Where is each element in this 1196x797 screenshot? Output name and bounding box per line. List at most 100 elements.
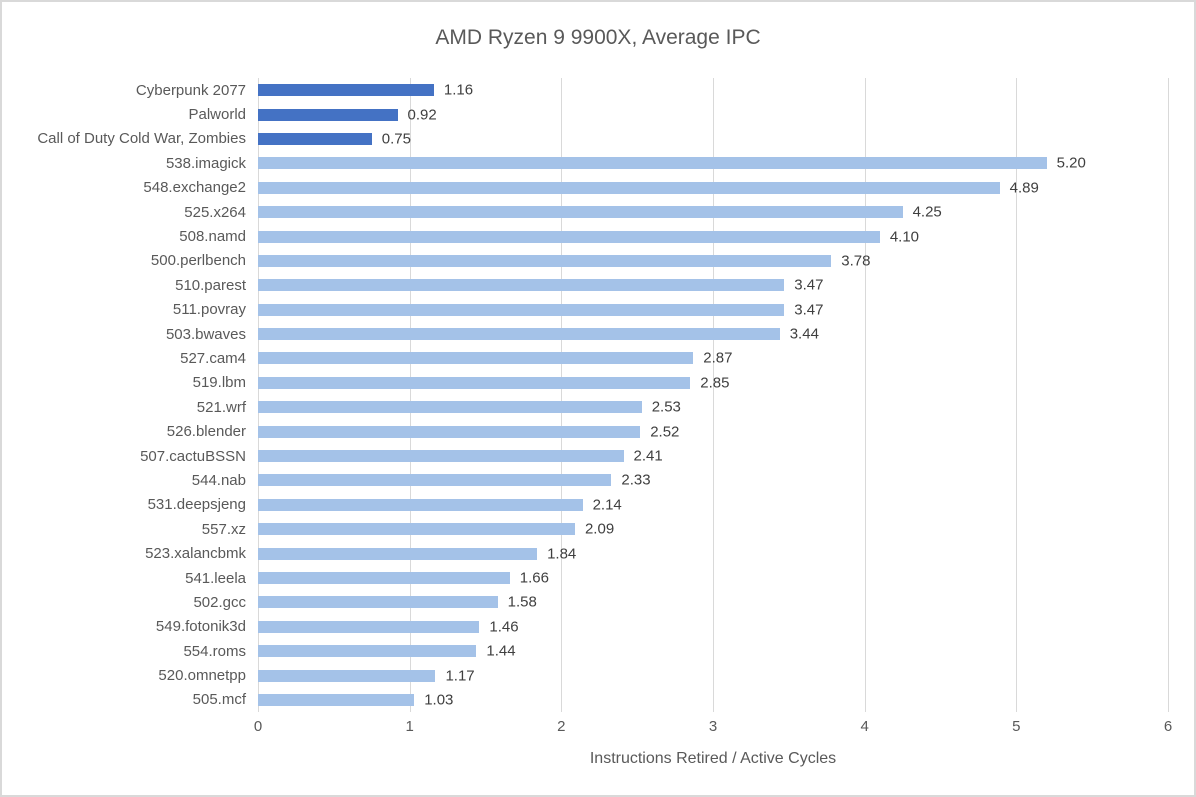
bar	[258, 230, 880, 243]
x-tick-label: 5	[1012, 718, 1021, 735]
bar-track: 1.46	[258, 615, 1168, 639]
bar	[258, 450, 624, 463]
x-axis: 0 1 2 3 4 5 6	[254, 718, 1172, 738]
chart-title: AMD Ryzen 9 9900X, Average IPC	[435, 26, 761, 49]
category-label: 525.x264	[184, 203, 246, 221]
bar	[258, 157, 1047, 170]
value-label: 0.75	[381, 130, 411, 148]
value-label: 4.10	[889, 228, 920, 246]
value-label: 4.25	[912, 203, 942, 221]
chart-row: 538.imagick 5.20	[2, 151, 1168, 175]
chart-row: 554.roms 1.44	[2, 639, 1168, 663]
gridlines	[258, 78, 1169, 712]
bar-track: 4.25	[258, 200, 1168, 224]
x-tick-label: 2	[557, 718, 566, 735]
category-label: 511.povray	[172, 301, 246, 319]
chart-row: 520.omnetpp 1.17	[2, 663, 1168, 687]
bar-track: 1.66	[258, 566, 1168, 590]
bar-rows: Cyberpunk 2077 1.16 Palworld 0.92 Call of Du…	[2, 78, 1168, 712]
value-label: 1.16	[443, 81, 474, 99]
chart-row: 511.povray 3.47	[2, 298, 1168, 322]
gridline-5	[1016, 78, 1018, 712]
bar-track: 1.16	[258, 78, 1168, 102]
chart-row: 531.deepsjeng 2.14	[2, 493, 1168, 517]
value-label: 1.58	[507, 593, 537, 611]
value-label: 2.33	[621, 471, 651, 489]
bar	[258, 328, 780, 341]
bar-track: 2.53	[258, 395, 1168, 419]
gridline-4	[864, 78, 866, 712]
chart-row: 544.nab 2.33	[2, 468, 1168, 492]
bar-track: 1.58	[258, 590, 1168, 614]
x-axis-title: Instructions Retired / Active Cycles	[589, 750, 837, 767]
category-label: Call of Duty Cold War, Zombies	[37, 130, 246, 148]
category-label: 508.namd	[179, 228, 246, 246]
chart-row: Palworld 0.92	[2, 102, 1168, 126]
value-label: 2.85	[700, 374, 730, 392]
bar-track: 3.44	[258, 322, 1168, 346]
bar-track: 1.44	[258, 639, 1168, 663]
bar-track: 4.89	[258, 176, 1168, 200]
x-tick-label: 0	[253, 718, 263, 735]
category-label: 503.bwaves	[165, 325, 246, 343]
value-label: 1.17	[445, 667, 475, 685]
value-label: 1.44	[486, 642, 516, 660]
category-label: Palworld	[188, 106, 246, 124]
value-label: 0.92	[407, 106, 437, 124]
chart-row: 510.parest 3.47	[2, 273, 1168, 297]
category-label: 527.cam4	[180, 349, 246, 367]
category-label: 531.deepsjeng	[147, 496, 246, 514]
x-tick-label: 6	[1163, 718, 1173, 735]
bar	[258, 132, 372, 145]
category-label: 548.exchange2	[143, 179, 246, 197]
category-label: 538.imagick	[165, 154, 246, 172]
chart-row: 525.x264 4.25	[2, 200, 1168, 224]
category-label: 523.xalancbmk	[145, 545, 246, 563]
value-label: 1.66	[519, 569, 549, 587]
gridline-0	[258, 78, 259, 712]
bar	[258, 620, 480, 633]
value-label: 1.84	[547, 545, 577, 563]
bar-track: 2.52	[258, 419, 1168, 443]
chart-row: 541.leela 1.66	[2, 566, 1168, 590]
category-label: 507.cactuBSSN	[140, 447, 246, 465]
bar-track: 3.78	[258, 249, 1168, 273]
value-label: 2.09	[584, 520, 615, 538]
bar	[258, 206, 903, 219]
value-label: 2.52	[650, 423, 680, 441]
category-label: 519.lbm	[192, 374, 246, 392]
bar	[258, 254, 832, 267]
value-label: 2.41	[633, 447, 663, 465]
chart-row: 548.exchange2 4.89	[2, 176, 1168, 200]
bar	[258, 669, 436, 682]
category-label: Cyberpunk 2077	[135, 81, 246, 99]
chart-row: 519.lbm 2.85	[2, 371, 1168, 395]
bar	[258, 547, 538, 560]
value-label: 1.46	[489, 618, 519, 636]
chart-row: 508.namd 4.10	[2, 224, 1168, 248]
bar	[258, 474, 612, 487]
bar-track: 1.03	[258, 688, 1168, 712]
gridline-1	[409, 78, 411, 712]
gridline-6	[1168, 78, 1169, 712]
value-label: 2.53	[651, 398, 681, 416]
category-label: 554.roms	[183, 642, 246, 660]
bar-track: 1.84	[258, 541, 1168, 565]
chart-row: 523.xalancbmk 1.84	[2, 541, 1168, 565]
x-tick-label: 1	[405, 718, 414, 735]
chart-row: 549.fotonik3d 1.46	[2, 615, 1168, 639]
bar	[258, 108, 398, 121]
chart-row: 507.cactuBSSN 2.41	[2, 444, 1168, 468]
bar	[258, 352, 694, 365]
category-label: 557.xz	[201, 520, 246, 538]
value-label: 3.78	[841, 252, 871, 270]
category-label: 520.omnetpp	[158, 667, 246, 685]
bar-track: 2.33	[258, 468, 1168, 492]
bar-track: 2.41	[258, 444, 1168, 468]
gridline-3	[713, 78, 714, 712]
bar	[258, 376, 691, 389]
bar	[258, 523, 575, 536]
bar-track: 0.92	[258, 102, 1168, 126]
category-label: 521.wrf	[196, 398, 246, 416]
